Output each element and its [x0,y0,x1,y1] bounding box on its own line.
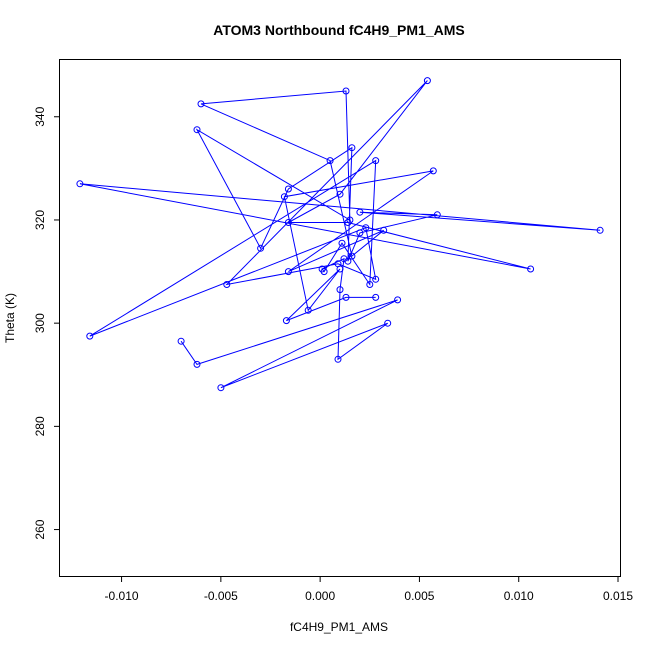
data-point [380,226,388,234]
data-point [334,355,342,363]
data-point [356,208,364,216]
data-point [348,252,356,260]
data-point [362,224,370,232]
series-group [76,77,604,392]
data-point [336,190,344,198]
x-tick-label: -0.005 [204,589,238,603]
x-axis-label: fC4H9_PM1_AMS [290,620,388,634]
data-point [326,157,334,165]
data-point [344,257,352,265]
data-point [356,229,364,237]
data-point [197,100,205,108]
data-point [372,275,380,283]
chart-title: ATOM3 Northbound fC4H9_PM1_AMS [213,22,465,38]
data-point [384,319,392,327]
data-point [177,337,185,345]
data-point [282,317,290,325]
x-axis: -0.010 -0.005 0.000 0.005 0.010 0.015 [105,576,633,603]
data-point [596,226,604,234]
y-tick-label: 300 [33,313,47,333]
data-point [348,144,356,152]
data-point [336,286,344,294]
data-point [527,265,535,273]
data-point [372,293,380,301]
data-point [76,180,84,188]
data-point [346,216,354,224]
y-axis: 260 280 300 320 340 [33,106,60,540]
data-point [433,211,441,219]
x-tick-label: 0.005 [404,589,434,603]
data-point [304,306,312,314]
data-point [217,384,225,392]
data-point [366,281,374,288]
x-tick-label: -0.010 [105,589,139,603]
plot-area [59,59,621,577]
x-tick-label: 0.010 [504,589,534,603]
data-point [423,77,431,85]
data-point [193,360,201,368]
series-line [79,80,601,389]
x-tick-label: 0.000 [305,589,335,603]
data-point [394,296,402,304]
data-point [280,193,288,201]
data-point [372,157,380,165]
data-point [429,167,437,175]
data-point [342,293,350,301]
data-point [284,219,292,226]
y-tick-label: 260 [33,519,47,539]
data-point [223,281,231,288]
data-point [336,265,344,273]
data-point [193,126,201,134]
data-point [320,268,328,276]
x-tick-label: 0.015 [603,589,633,603]
y-tick-label: 320 [33,210,47,230]
data-point [284,185,292,193]
data-point [257,244,265,252]
y-axis-label: Theta (K) [3,293,17,343]
y-tick-label: 340 [33,106,47,126]
data-point [338,239,346,247]
data-point [86,332,94,340]
data-point [342,87,350,95]
data-point [284,268,292,276]
y-tick-label: 280 [33,416,47,436]
